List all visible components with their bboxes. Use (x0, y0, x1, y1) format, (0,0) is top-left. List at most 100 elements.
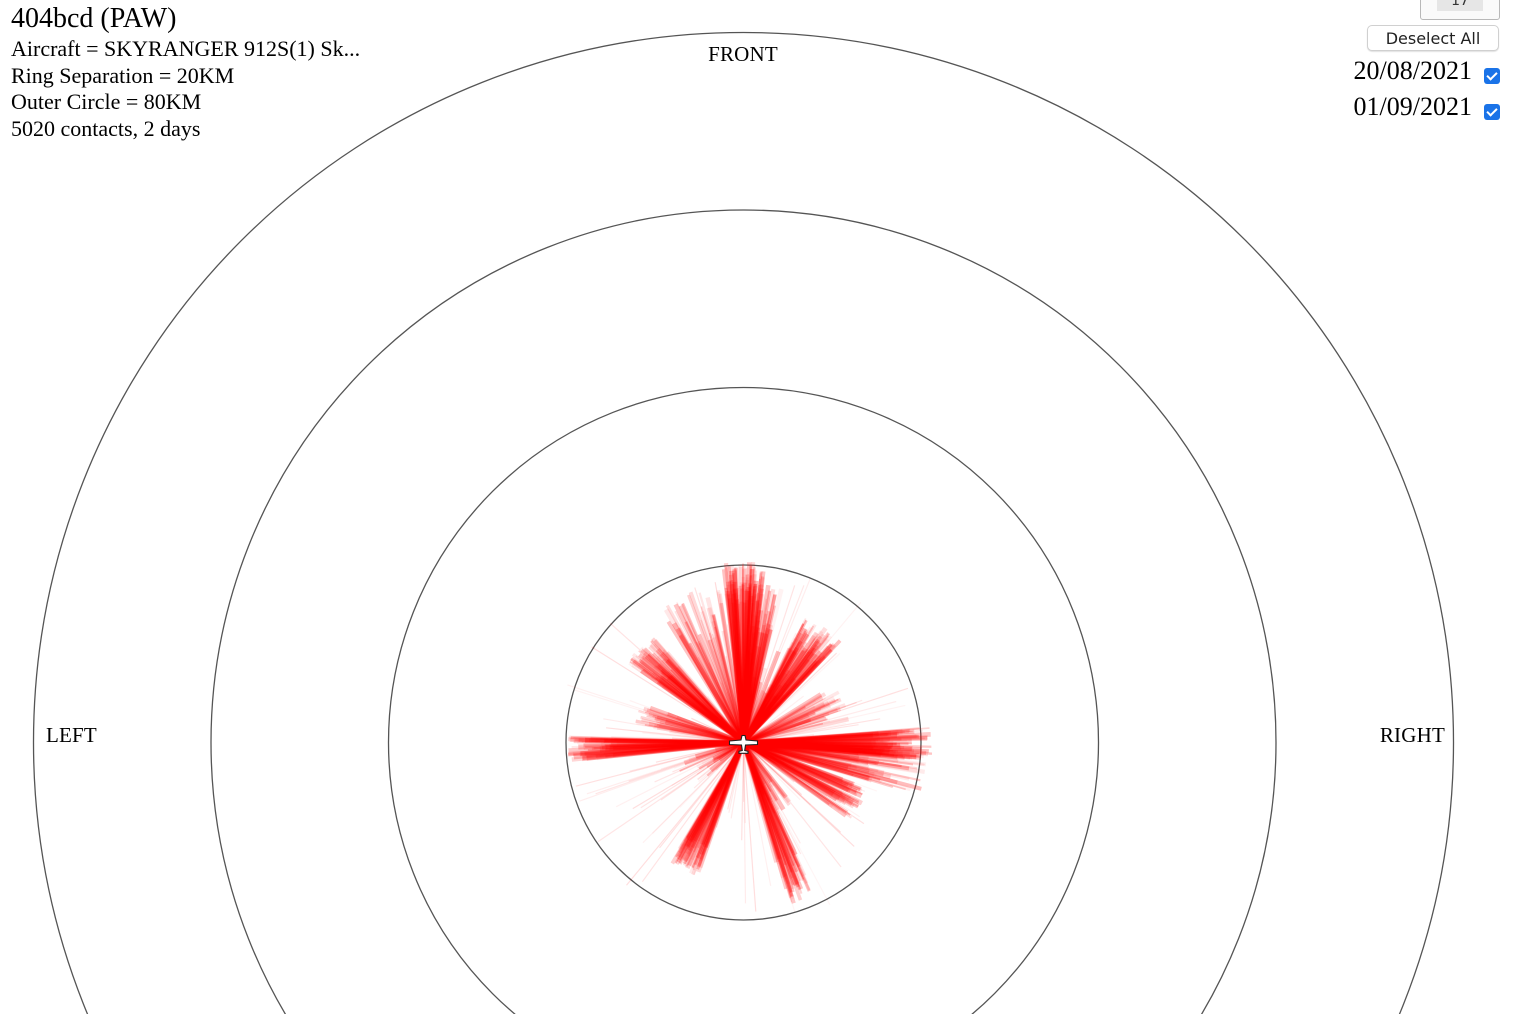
contact-line (731, 581, 746, 743)
contact-line (743, 734, 873, 744)
contact-line (695, 741, 746, 859)
contact-line (741, 687, 748, 743)
contact-line (573, 740, 744, 760)
contact-line (743, 741, 869, 765)
date-checkbox[interactable] (1484, 68, 1500, 84)
contact-line (667, 670, 745, 744)
contact-line (626, 742, 744, 886)
contact-line (742, 655, 823, 744)
contact-line (743, 741, 881, 781)
contact-line (743, 741, 874, 755)
contact-line (665, 604, 745, 744)
contact-line (742, 706, 806, 744)
contact-line (654, 741, 744, 783)
contact-line (742, 742, 800, 886)
contact-line (741, 675, 750, 743)
contact-line (742, 741, 852, 799)
deselect-all-button[interactable]: Deselect All (1367, 25, 1499, 51)
contact-line (726, 592, 746, 743)
contact-line (724, 587, 745, 743)
contact-line (705, 741, 746, 844)
contact-line (573, 739, 744, 745)
contact-line (743, 740, 884, 777)
contact-line (742, 690, 840, 745)
contact-line (719, 602, 746, 743)
contact-line (742, 740, 849, 788)
contact-line (651, 637, 745, 744)
contact-line (742, 603, 762, 743)
contact-line (743, 741, 845, 813)
contact-line (599, 740, 744, 753)
contact-line (737, 594, 746, 743)
contact-line (728, 581, 745, 743)
contact-line (741, 564, 745, 743)
contact-line (591, 738, 744, 745)
contact-line (742, 631, 831, 744)
contact-line (687, 741, 746, 867)
contact-line (742, 643, 833, 744)
contact-line (743, 730, 899, 744)
contact-line (742, 630, 808, 744)
contact-line (724, 567, 745, 743)
contact-line (742, 623, 769, 743)
contact-line (743, 722, 847, 744)
contact-line (659, 653, 745, 744)
contact-line (741, 683, 745, 743)
contact-line (743, 740, 901, 748)
contact-line (743, 741, 909, 788)
contact-line (742, 742, 746, 824)
zoom-select[interactable]: 17 (1420, 0, 1500, 20)
contact-line (742, 740, 871, 781)
contact-line (741, 601, 759, 743)
contact-line (653, 638, 745, 744)
contact-line (741, 741, 791, 885)
contact-line (743, 741, 850, 758)
contact-line (742, 663, 818, 744)
contact-line (741, 620, 761, 743)
date-checkbox[interactable] (1484, 104, 1500, 120)
contact-line (599, 741, 744, 758)
contact-line (742, 585, 760, 743)
contact-line (741, 741, 799, 873)
contact-line (742, 645, 829, 744)
contact-line (742, 570, 758, 743)
contact-line (738, 566, 746, 743)
contact-line (742, 663, 748, 743)
contact-line (657, 665, 745, 744)
contact-line (729, 590, 745, 743)
contact-line (568, 740, 744, 757)
contact-line (741, 629, 773, 743)
contact-line (743, 734, 919, 745)
contact-line (604, 739, 744, 744)
contact-line (741, 647, 792, 744)
contact-line (584, 740, 744, 756)
contact-line (731, 583, 745, 743)
contact-line (712, 740, 745, 764)
contact-line (716, 589, 746, 743)
contact-line (638, 709, 744, 744)
contact-line (743, 741, 886, 755)
contact-line (742, 605, 747, 743)
contact-line (742, 677, 797, 744)
contact-line (741, 660, 816, 745)
contact-line (742, 648, 833, 744)
contact-line (698, 741, 746, 862)
contact-line (642, 647, 746, 745)
contact-line (742, 625, 815, 743)
contact-line (685, 741, 745, 838)
contact-line (610, 741, 744, 749)
contact-line (741, 590, 750, 743)
contact-line (743, 740, 917, 760)
contact-line (655, 663, 745, 744)
contact-line (691, 717, 744, 744)
contact-line (741, 627, 809, 744)
contact-line (742, 740, 863, 806)
contact-line (742, 623, 805, 743)
contact-line (741, 741, 798, 856)
contact-line (741, 602, 747, 743)
contact-line (742, 641, 801, 743)
contact-line (723, 562, 746, 743)
contact-line (706, 741, 745, 768)
contact-line (743, 740, 911, 792)
contact-line (742, 619, 807, 743)
